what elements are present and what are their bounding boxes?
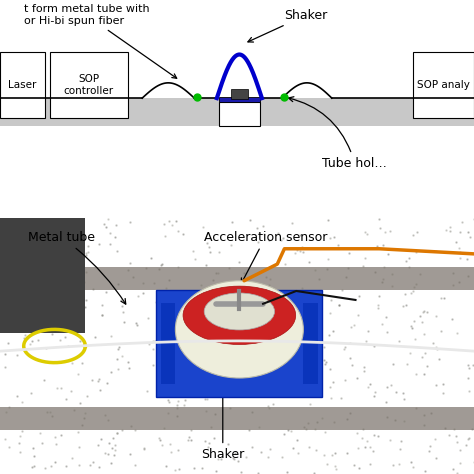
Ellipse shape [204, 293, 274, 330]
Bar [156, 290, 322, 397]
Bar [0, 52, 45, 118]
Bar [0, 218, 85, 333]
Text: Shaker: Shaker [248, 9, 328, 42]
Bar [303, 302, 318, 384]
Text: Laser: Laser [9, 80, 36, 90]
Text: SOP analy: SOP analy [417, 80, 470, 90]
Bar [0, 408, 474, 430]
Text: t form metal tube with
or Hi-bi spun fiber: t form metal tube with or Hi-bi spun fib… [24, 4, 177, 78]
Ellipse shape [175, 281, 303, 378]
Ellipse shape [183, 286, 296, 345]
Bar [231, 89, 248, 100]
Text: Shaker: Shaker [201, 381, 245, 461]
Bar [219, 97, 259, 102]
Text: Metal tube: Metal tube [28, 231, 126, 304]
Bar [219, 102, 259, 127]
Bar [0, 98, 474, 127]
Text: SOP
controller: SOP controller [64, 74, 114, 96]
Text: Tube hol…: Tube hol… [289, 97, 387, 170]
Bar [413, 52, 474, 118]
Bar [0, 267, 474, 290]
Bar [50, 52, 128, 118]
Text: Acceleration sensor: Acceleration sensor [204, 231, 327, 283]
Bar [161, 302, 175, 384]
